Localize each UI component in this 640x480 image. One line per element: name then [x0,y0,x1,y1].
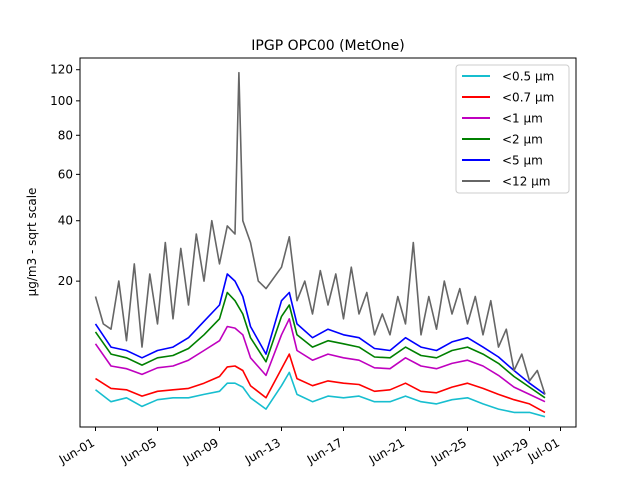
y-axis-label: µg/m3 - sqrt scale [25,188,39,297]
series-line-2 [94,317,546,403]
series-line-0 [95,371,546,418]
plot-frame [79,57,577,428]
y-tick-label-4: 100 [50,94,73,108]
chart-title: IPGP OPC00 (MetOne) [251,38,404,54]
series-line-4 [94,273,546,396]
legend-label-3: <2 µm [502,133,543,147]
y-tick-label-3: 80 [58,128,73,142]
legend-label-2: <1 µm [502,112,543,126]
legend-label-0: <0.5 µm [502,70,554,84]
series-line-5 [94,71,546,395]
series-line-1 [95,353,546,414]
legend-label-4: <5 µm [502,154,543,168]
legend-label-1: <0.7 µm [502,91,554,105]
y-tick-label-5: 120 [50,63,73,77]
y-tick-label-1: 40 [58,214,73,228]
y-tick-label-2: 60 [58,167,73,181]
series-layer [94,71,546,418]
legend: <0.5 µm <0.7 µm <1 µm <2 µm <5 µm <12 µm [455,64,570,194]
y-tick-label-0: 20 [58,274,73,288]
series-line-3 [94,291,546,399]
y-axis: 20 40 60 80 100 120 [50,63,80,288]
legend-label-5: <12 µm [502,175,550,189]
